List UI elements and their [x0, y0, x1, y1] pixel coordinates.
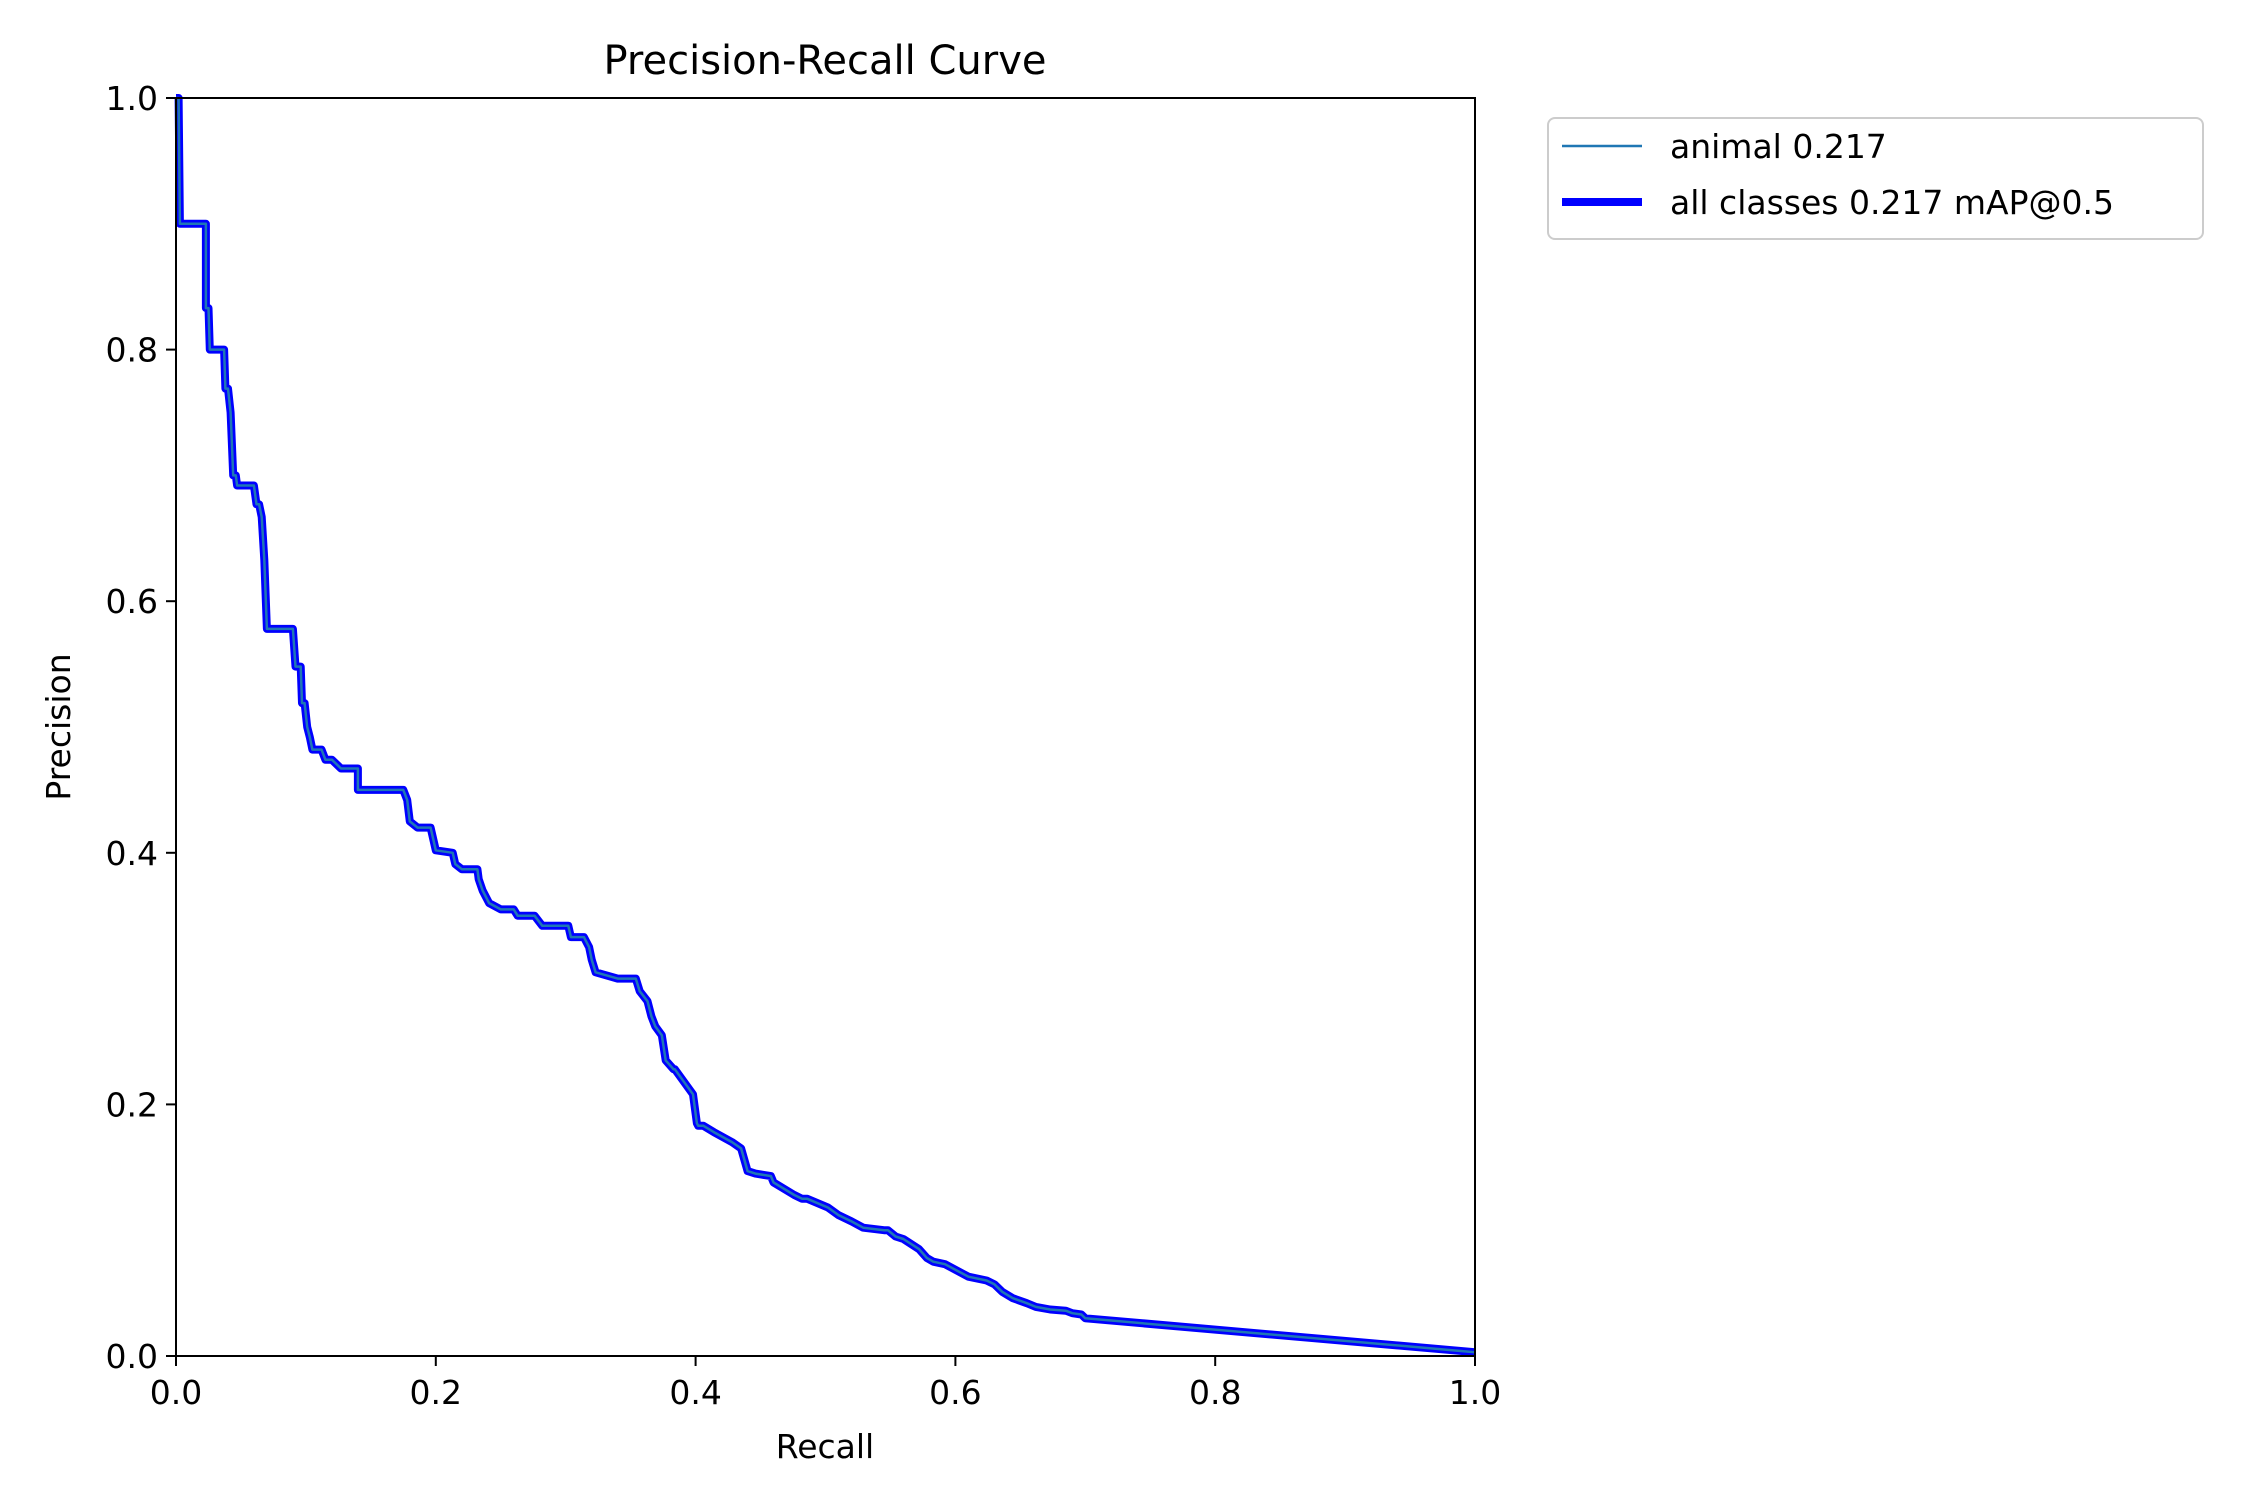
- x-tick-label: 0.8: [1189, 1373, 1241, 1412]
- x-tick-label: 0.4: [669, 1373, 721, 1412]
- y-tick-label: 1.0: [106, 79, 158, 118]
- y-axis-label: Precision: [39, 653, 78, 800]
- x-tick-label: 0.2: [410, 1373, 462, 1412]
- y-axis: 0.0 0.2 0.4 0.6 0.8 1.0: [106, 79, 176, 1376]
- series-layer: [174, 94, 1476, 1357]
- x-tick-label: 1.0: [1449, 1373, 1501, 1412]
- plot-area-background: [176, 98, 1475, 1356]
- chart-title: Precision-Recall Curve: [604, 38, 1047, 84]
- x-tick-label: 0.6: [929, 1373, 981, 1412]
- legend-label-all-classes: all classes 0.217 mAP@0.5: [1670, 183, 2114, 222]
- legend: animal 0.217 all classes 0.217 mAP@0.5: [1547, 117, 2204, 240]
- y-tick-label: 0.0: [106, 1337, 158, 1376]
- x-axis-label: Recall: [776, 1427, 874, 1466]
- series-line-animal: [176, 96, 1476, 1354]
- x-axis: 0.0 0.2 0.4 0.6 0.8 1.0: [150, 1356, 1501, 1412]
- x-tick-label: 0.0: [150, 1373, 202, 1412]
- y-tick-label: 0.6: [106, 582, 158, 621]
- legend-box: [1547, 117, 2204, 240]
- legend-label-animal: animal 0.217: [1670, 127, 1887, 166]
- y-tick-label: 0.4: [106, 834, 158, 873]
- y-tick-label: 0.8: [106, 331, 158, 370]
- y-tick-label: 0.2: [106, 1085, 158, 1124]
- plot-area-frame: [175, 97, 1476, 1357]
